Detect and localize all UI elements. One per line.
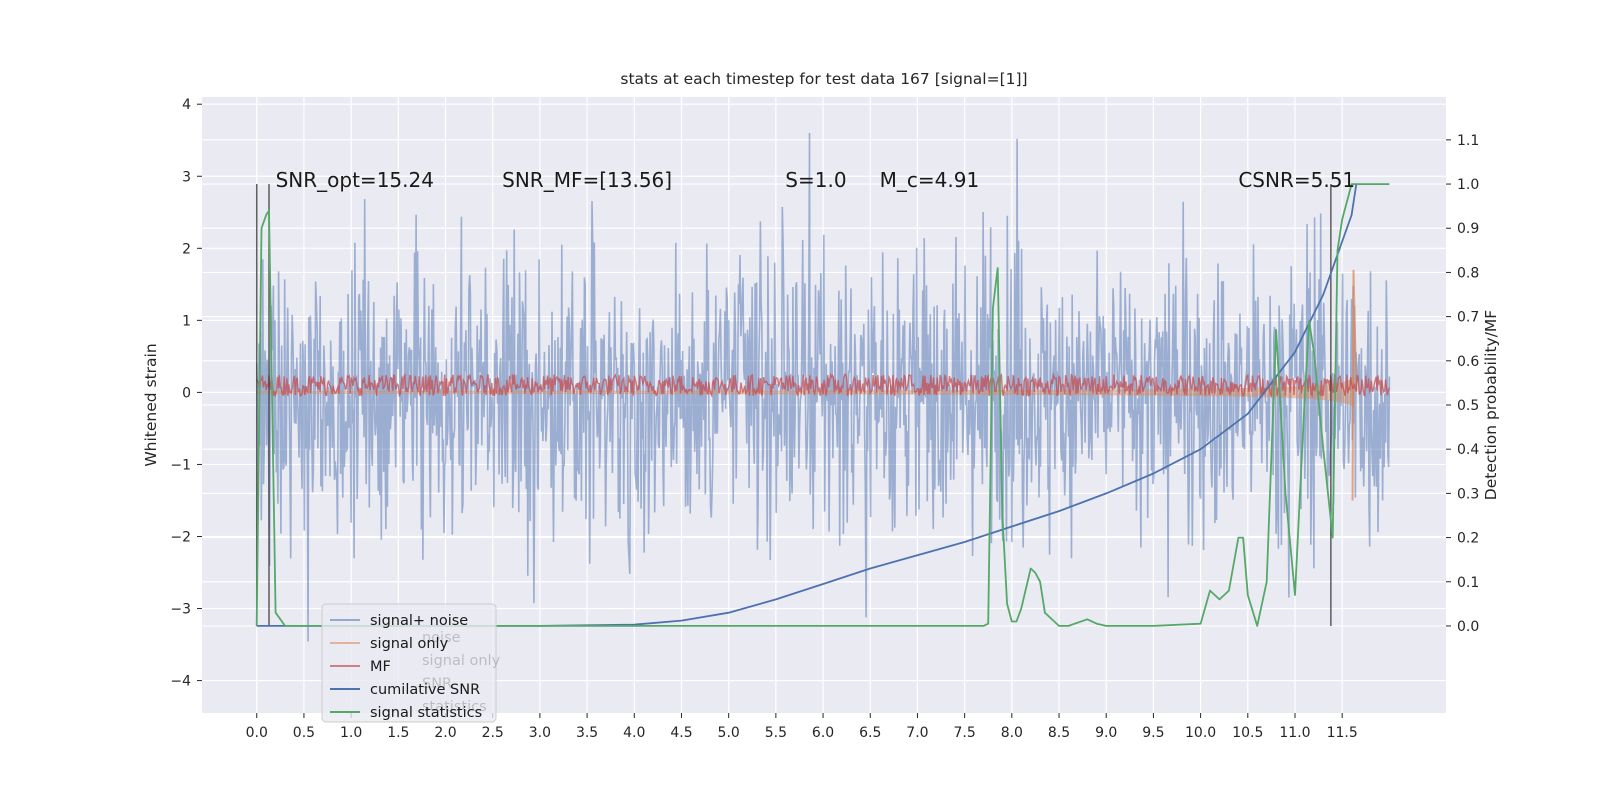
- y-axis-label: Whitened strain: [142, 343, 160, 466]
- y-tick-label-right: 0.7: [1457, 310, 1479, 326]
- legend-label: MF: [370, 659, 391, 675]
- y-tick-label: 1: [182, 313, 191, 329]
- annotation-text: SNR_opt=15.24: [276, 168, 434, 192]
- y-axis-label-right: Detection probability/MF: [1482, 310, 1500, 501]
- signal-only-series: [256, 269, 1358, 501]
- mf-series: [256, 372, 1391, 399]
- x-tick-label: 5.0: [718, 725, 740, 741]
- legend-label: signal+ noise: [370, 613, 468, 629]
- x-tick-label: 3.5: [576, 725, 598, 741]
- x-tick-label: 7.5: [954, 725, 976, 741]
- x-tick-label: 6.0: [812, 725, 834, 741]
- x-tick-label: 11.0: [1279, 725, 1310, 741]
- y-tick-label-right: 0.9: [1457, 221, 1479, 237]
- legend-label: signal statistics: [370, 705, 482, 721]
- y-tick-label-right: 0.0: [1457, 619, 1479, 635]
- y-tick-label: −2: [170, 529, 191, 545]
- y-tick-label: −4: [170, 674, 191, 690]
- y-tick-label-right: 1.0: [1457, 177, 1479, 193]
- y-tick-label: 3: [182, 169, 191, 185]
- y-tick-label: −3: [170, 602, 191, 618]
- line-series: [255, 183, 1390, 627]
- x-tick-label: 1.0: [340, 725, 362, 741]
- y-tick-label-right: 1.1: [1457, 133, 1479, 149]
- y-tick-label: −1: [170, 457, 191, 473]
- x-tick-label: 8.5: [1048, 725, 1070, 741]
- y-tick-label-right: 0.5: [1457, 398, 1479, 414]
- annotations: SNR_opt=15.24 SNR_MF=[13.56] S=1.0 M_c=4.91…: [276, 168, 1356, 192]
- y-tick-label-right: 0.3: [1457, 486, 1479, 502]
- annotation-text: CSNR=5.51: [1238, 168, 1355, 192]
- annotation-text: SNR_MF=[13.56]: [502, 168, 672, 192]
- x-tick-label: 6.5: [859, 725, 881, 741]
- signal-noise-series: [255, 132, 1391, 642]
- y-tick-label-right: 0.1: [1457, 575, 1479, 591]
- legend-ghost-text: noise: [422, 630, 461, 646]
- signal-noise-line: [255, 132, 1391, 642]
- signal-statistics-line: [255, 183, 1390, 627]
- x-tick-label: 11.5: [1327, 725, 1358, 741]
- x-tick-label: 2.0: [434, 725, 456, 741]
- legend-ghost-text: SNR: [422, 676, 452, 692]
- legend-ghost-text: statistics: [422, 699, 487, 715]
- y-tick-label-right: 0.8: [1457, 265, 1479, 281]
- legend-box: [321, 603, 497, 723]
- x-tick-label: 3.0: [529, 725, 551, 741]
- mf-line: [256, 372, 1391, 399]
- y-tick-label-right: 0.6: [1457, 354, 1479, 370]
- annotation-text: M_c=4.91: [880, 168, 980, 192]
- signal-only-merger: [1351, 269, 1358, 501]
- x-tick-label: 0.5: [293, 725, 315, 741]
- chart-title: stats at each timestep for test data 167…: [620, 70, 1027, 88]
- x-tick-label: 2.5: [482, 725, 504, 741]
- y-tick-label: 2: [182, 241, 191, 257]
- y-tick-label: 0: [182, 385, 191, 401]
- y-tick-label-right: 0.2: [1457, 531, 1479, 547]
- x-tick-label: 9.0: [1095, 725, 1117, 741]
- x-tick-label: 9.5: [1142, 725, 1164, 741]
- x-tick-label: 10.5: [1232, 725, 1263, 741]
- legend-label: cumilative SNR: [370, 682, 480, 698]
- y-ticks-left: −4 −3 −2 −1 0 1 2 3 4: [170, 97, 202, 690]
- y-tick-label-right: 0.4: [1457, 442, 1479, 458]
- legend-label: signal only: [370, 636, 449, 652]
- x-ticks: 0.0 0.5 1.0 1.5 2.0 2.5 3.0 3.5 4.0 4.5 5.0 5.5 6.0 6…: [246, 713, 1358, 741]
- x-tick-label: 1.5: [387, 725, 409, 741]
- x-tick-label: 4.5: [670, 725, 692, 741]
- legend-ghost-text: signal only: [422, 653, 501, 669]
- x-tick-label: 7.0: [906, 725, 928, 741]
- x-tick-label: 0.0: [246, 725, 268, 741]
- annotation-text: S=1.0: [785, 168, 846, 192]
- signal-only-envelope: [256, 377, 1355, 408]
- x-tick-label: 4.0: [623, 725, 645, 741]
- y-ticks-right: 0.0 0.1 0.2 0.3 0.4 0.5 0.6 0.7 0.8 0.9 1.0 1.1: [1446, 133, 1479, 635]
- x-tick-label: 5.5: [765, 725, 787, 741]
- x-tick-label: 10.0: [1185, 725, 1216, 741]
- y-tick-label: 4: [182, 97, 191, 113]
- x-tick-label: 8.0: [1001, 725, 1023, 741]
